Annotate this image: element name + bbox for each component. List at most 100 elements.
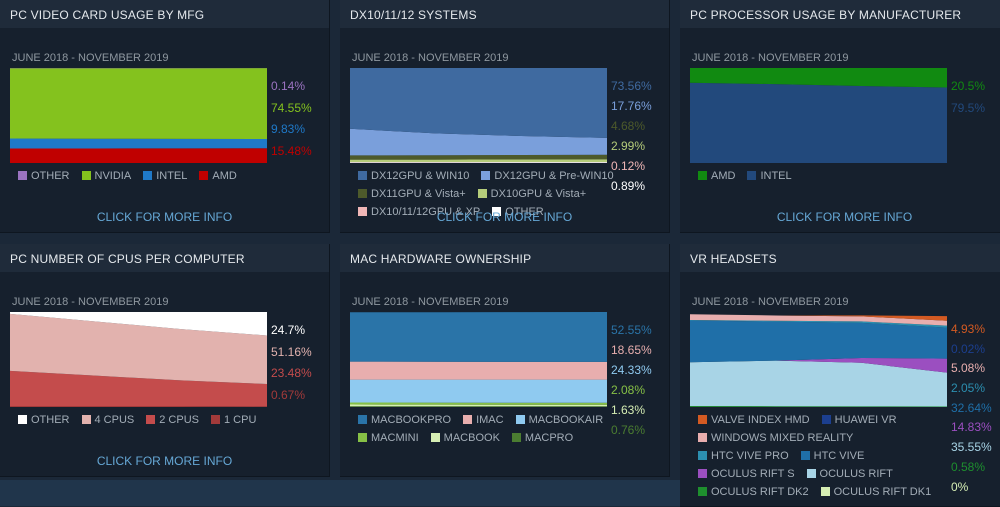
panel-title: PC VIDEO CARD USAGE BY MFG [10,8,204,22]
legend-item-macpro: MACPRO [512,431,573,446]
date-range: JUNE 2018 - NOVEMBER 2019 [12,296,169,308]
legend-label: 2 CPUS [159,414,199,426]
area-chart [10,68,267,163]
area-chart-svg [690,68,947,163]
area-chart [350,68,607,163]
legend-swatch [199,171,208,180]
legend-swatch [698,433,707,442]
more-info-link[interactable]: CLICK FOR MORE INFO [680,210,1000,224]
area-series-macmini [350,402,607,404]
more-info-link[interactable]: CLICK FOR MORE INFO [0,454,329,468]
value-label-amd: 20.5% [951,76,985,98]
area-chart [690,312,947,407]
value-label-dx10gpu-vista: 2.99% [611,136,652,156]
value-label-4-cpus: 51.16% [271,342,312,364]
legend-swatch [211,415,220,424]
legend-item-oculus-rift-dk2: OCULUS RIFT DK2 [698,485,809,500]
value-label-oculus-rift-dk1: 0% [951,478,992,498]
value-label-intel: 9.83% [271,119,312,141]
legend-label: HUAWEI VR [835,414,897,426]
legend-label: MACPRO [525,432,573,444]
area-series-other [350,162,607,163]
legend-swatch [698,171,707,180]
value-label-nvidia: 74.55% [271,98,312,120]
legend-swatch [82,171,91,180]
legend-label: MACBOOKPRO [371,414,451,426]
date-range: JUNE 2018 - NOVEMBER 2019 [352,296,509,308]
more-info-link[interactable]: CLICK FOR MORE INFO [340,210,669,224]
legend-item-amd: AMD [199,169,236,184]
legend-swatch [807,469,816,478]
legend-label: MACBOOKAIR [529,414,604,426]
legend-swatch [18,171,27,180]
legend-item-htc-vive-pro: HTC VIVE PRO [698,449,789,464]
value-list: 24.7%51.16%23.48%0.67% [271,320,312,406]
legend-item-4-cpus: 4 CPUS [82,413,135,428]
legend-label: 1 CPU [224,414,256,426]
legend-item-htc-vive: HTC VIVE [801,449,865,464]
legend-item-imac: IMAC [463,413,504,428]
date-range: JUNE 2018 - NOVEMBER 2019 [692,296,849,308]
legend-label: MACBOOK [444,432,500,444]
area-series-macbook [350,405,607,407]
legend-label: MACMINI [371,432,419,444]
value-label-valve-index-hmd: 4.93% [951,320,992,340]
area-chart [690,68,947,163]
legend-label: INTEL [760,170,791,182]
legend-label: DX12GPU & Pre-WIN10 [494,170,613,182]
legend-item-huawei-vr: HUAWEI VR [822,413,897,428]
panel-gpu: PC VIDEO CARD USAGE BY MFG JUNE 2018 - N… [0,0,330,233]
legend-item-other: OTHER [18,169,70,184]
area-series-intel [690,83,947,163]
date-range: JUNE 2018 - NOVEMBER 2019 [692,52,849,64]
legend-label: VALVE INDEX HMD [711,414,810,426]
more-info-link[interactable]: CLICK FOR MORE INFO [0,210,329,224]
value-label-other: 24.7% [271,320,312,342]
value-label-1-cpu: 0.67% [271,385,312,407]
legend-label: DX11GPU & Vista+ [371,188,466,200]
legend-label: OTHER [31,414,70,426]
area-series-dx11gpu-vista [350,155,607,160]
panel-dx: DX10/11/12 SYSTEMS JUNE 2018 - NOVEMBER … [340,0,670,233]
legend-swatch [146,415,155,424]
value-label-macbookair: 24.33% [611,360,652,380]
panel-mac: MAC HARDWARE OWNERSHIP JUNE 2018 - NOVEM… [340,244,670,477]
panel-title: PC PROCESSOR USAGE BY MANUFACTURER [690,8,961,22]
legend-item-nvidia: NVIDIA [82,169,132,184]
value-label-oculus-rift: 35.55% [951,438,992,458]
legend-swatch [463,415,472,424]
value-label-other: 0.14% [271,76,312,98]
area-series-macbookpro [350,312,607,362]
date-range: JUNE 2018 - NOVEMBER 2019 [352,52,509,64]
legend-item-amd: AMD [698,169,735,184]
area-series-dx12gpu-win10 [350,68,607,138]
value-label-windows-mixed-reality: 5.08% [951,359,992,379]
legend-label: IMAC [476,414,504,426]
legend-item-macbookpro: MACBOOKPRO [358,413,451,428]
legend-item-dx10gpu-vista: DX10GPU & Vista+ [478,187,586,202]
legend-label: 4 CPUS [95,414,135,426]
legend-item-macbook: MACBOOK [431,431,500,446]
value-label-htc-vive: 32.64% [951,399,992,419]
legend-swatch [358,433,367,442]
legend-item-oculus-rift-dk1: OCULUS RIFT DK1 [821,485,932,500]
panel-title: VR HEADSETS [690,252,777,266]
legend-item-intel: INTEL [747,169,791,184]
legend-label: OCULUS RIFT S [711,468,795,480]
value-label-amd: 15.48% [271,141,312,163]
area-chart-svg [10,312,267,407]
value-label-macbookpro: 52.55% [611,320,652,340]
area-chart [10,312,267,407]
legend-swatch [822,415,831,424]
legend-label: AMD [711,170,735,182]
legend-label: DX12GPU & WIN10 [371,170,469,182]
legend-swatch [358,189,367,198]
legend-label: HTC VIVE [814,450,865,462]
area-chart-svg [690,312,947,407]
area-chart [350,312,607,407]
legend-swatch [698,487,707,496]
date-range: JUNE 2018 - NOVEMBER 2019 [12,52,169,64]
legend-swatch [698,415,707,424]
legend-swatch [698,451,707,460]
legend-label: OCULUS RIFT DK2 [711,486,809,498]
